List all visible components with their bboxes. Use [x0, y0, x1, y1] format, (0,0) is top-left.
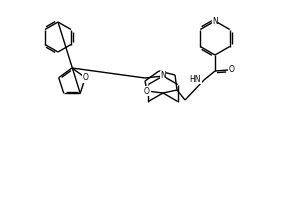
Text: N: N	[212, 17, 218, 25]
Text: N: N	[160, 72, 166, 80]
Text: O: O	[229, 66, 235, 74]
Text: HN: HN	[190, 74, 201, 84]
Text: O: O	[82, 73, 88, 82]
Text: O: O	[144, 86, 150, 96]
